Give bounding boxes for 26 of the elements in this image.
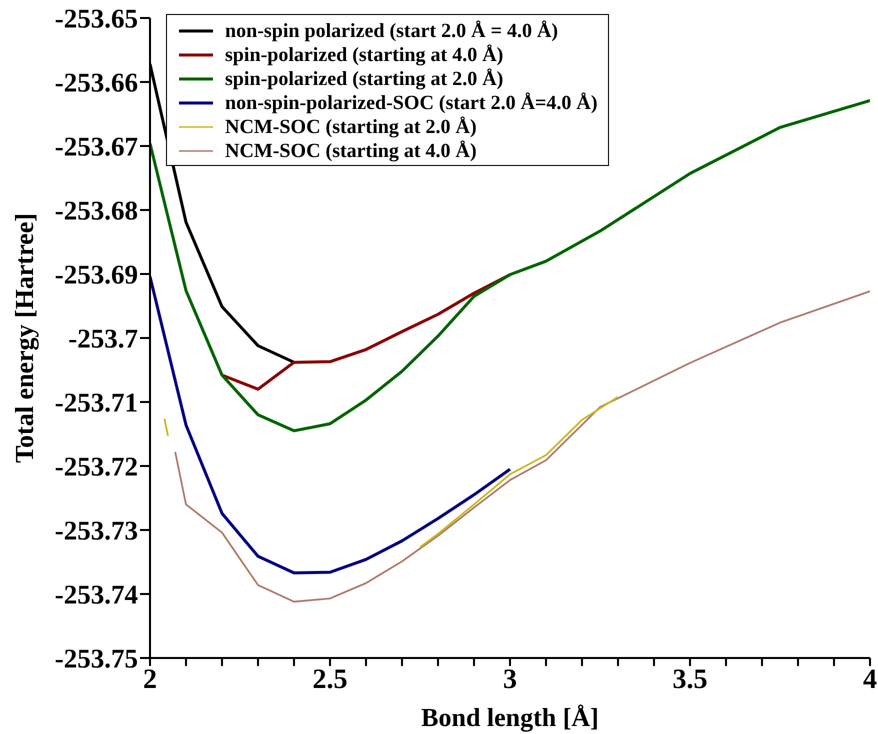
y-tick-label: -253.68 xyxy=(54,196,138,226)
line-series xyxy=(174,290,870,603)
legend-label: spin-polarized (starting at 4.0 Å) xyxy=(225,43,504,67)
legend-label: NCM-SOC (starting at 4.0 Å) xyxy=(225,139,477,163)
x-tick-label: 2.5 xyxy=(312,664,348,695)
y-axis-title: Total energy [Hartree] xyxy=(10,213,40,463)
legend-label: non-spin polarized (start 2.0 Å = 4.0 Å) xyxy=(225,19,558,43)
line-series xyxy=(150,275,512,574)
legend-label: NCM-SOC (starting at 2.0 Å) xyxy=(225,115,477,139)
y-tick-label: -253.71 xyxy=(54,388,138,418)
y-tick-label: -253.67 xyxy=(54,132,138,162)
legend-label: spin-polarized (starting at 2.0 Å) xyxy=(225,67,504,91)
y-tick-label: -253.75 xyxy=(54,644,138,674)
y-tick-label: -253.69 xyxy=(54,260,138,290)
y-tick-label: -253.65 xyxy=(54,4,138,34)
x-axis-title: Bond length [Å] xyxy=(421,703,599,732)
y-tick-label: -253.72 xyxy=(54,452,138,482)
x-tick-label: 2 xyxy=(143,664,157,695)
legend-label: non-spin-polarized-SOC (start 2.0 Å=4.0 Å) xyxy=(225,91,598,115)
x-tick-label: 3.5 xyxy=(672,664,708,695)
y-tick-label: -253.7 xyxy=(68,324,138,354)
y-tick-label: -253.73 xyxy=(54,516,138,546)
y-tick-label: -253.74 xyxy=(54,580,138,610)
x-tick-label: 4 xyxy=(863,664,877,695)
x-tick-label: 3 xyxy=(503,664,517,695)
y-tick-label: -253.66 xyxy=(54,68,138,98)
